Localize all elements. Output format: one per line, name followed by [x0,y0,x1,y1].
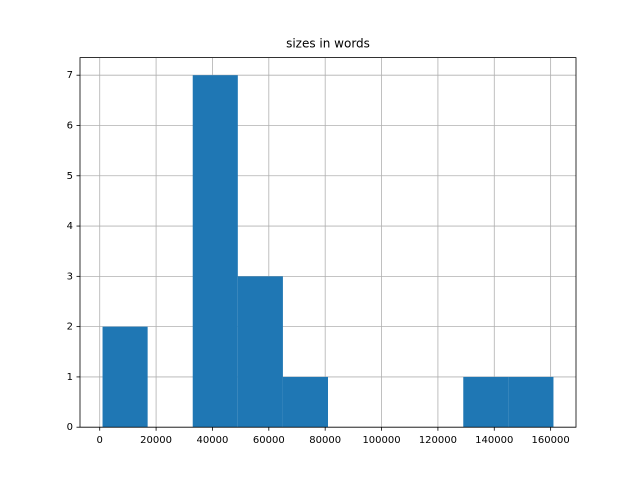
y-tick-label: 0 [67,422,73,433]
y-tick-label: 7 [67,70,73,81]
x-tick-label: 60000 [253,435,285,446]
y-tick-label: 4 [67,221,73,232]
y-tick-label: 3 [67,271,73,282]
x-tick-label: 0 [97,435,103,446]
bar [463,376,509,428]
bar [282,376,328,428]
y-tick-label: 2 [67,322,73,333]
x-tick-label: 140000 [475,435,513,446]
x-tick-label: 40000 [197,435,229,446]
y-tick-label: 5 [67,171,73,182]
plot-frame [79,57,577,428]
chart-title: sizes in words [286,37,370,51]
bar [102,326,148,428]
x-tick-label: 100000 [362,435,400,446]
y-tick-label: 1 [67,372,73,383]
bar [508,376,554,428]
x-tick-label: 80000 [309,435,341,446]
x-tick-label: 160000 [532,435,570,446]
x-tick-label: 120000 [419,435,457,446]
y-tick-label: 6 [67,120,73,131]
bar [192,75,238,428]
bar [237,276,283,428]
x-tick-label: 20000 [140,435,172,446]
